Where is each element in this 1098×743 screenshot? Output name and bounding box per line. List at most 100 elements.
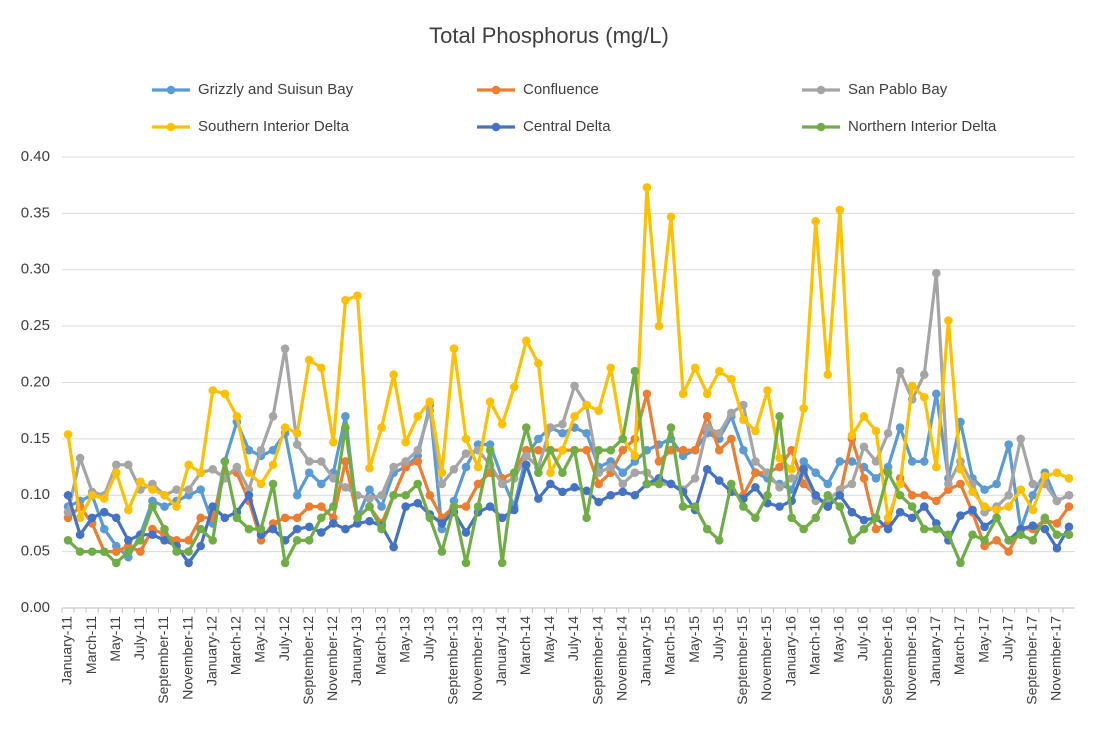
data-point (244, 524, 254, 534)
data-point (558, 428, 567, 438)
data-point (485, 397, 495, 406)
x-tick-label: November-12 (324, 616, 340, 701)
data-point (365, 502, 374, 511)
data-point (968, 487, 977, 497)
data-point (292, 536, 302, 545)
data-point (606, 363, 616, 373)
data-point (799, 465, 808, 474)
data-point (377, 502, 386, 511)
data-point (799, 457, 808, 466)
data-point (87, 490, 97, 500)
data-point (184, 460, 193, 470)
x-tick-label: July-11 (131, 616, 147, 660)
data-point (702, 465, 712, 474)
data-point (473, 502, 483, 511)
x-tick-label: March-15 (662, 616, 678, 675)
data-point (449, 465, 459, 474)
data-point (75, 530, 85, 540)
data-point (425, 490, 435, 500)
data-point (353, 513, 362, 523)
data-point (980, 485, 989, 494)
data-point (220, 457, 230, 466)
data-point (980, 536, 989, 545)
data-point (425, 397, 435, 406)
y-tick-label: 0.30 (21, 261, 50, 278)
data-point (280, 513, 290, 523)
data-point (268, 412, 278, 421)
data-point (594, 479, 603, 489)
data-point (594, 497, 603, 507)
data-point (558, 419, 567, 429)
x-tick-label: March-16 (806, 616, 822, 675)
y-tick-label: 0.25 (21, 317, 50, 334)
data-point (932, 496, 941, 506)
data-point (1028, 521, 1038, 530)
data-point (437, 547, 447, 556)
data-point (534, 359, 543, 368)
data-point (280, 423, 290, 432)
data-point (256, 524, 266, 534)
data-point (727, 479, 736, 489)
data-point (377, 524, 386, 534)
data-point (437, 519, 447, 528)
data-point (859, 474, 869, 483)
data-point (401, 437, 410, 447)
data-point (1028, 505, 1038, 515)
data-point (558, 468, 567, 478)
data-point (630, 490, 640, 500)
data-point (763, 386, 772, 395)
data-point (1064, 522, 1074, 532)
data-point (678, 502, 688, 511)
data-point (799, 404, 808, 413)
data-point (437, 479, 447, 489)
y-tick-label: 0.15 (21, 430, 50, 447)
data-point (99, 507, 109, 517)
data-point (678, 445, 688, 455)
data-point (714, 476, 724, 485)
x-tick-label: November-15 (758, 616, 774, 701)
data-point (570, 445, 579, 455)
y-tick-label: 0.20 (21, 373, 50, 390)
data-point (630, 366, 640, 376)
data-point (654, 457, 664, 466)
plot-area (63, 183, 1074, 568)
data-point (919, 370, 929, 379)
data-point (871, 524, 881, 534)
data-point (582, 400, 591, 410)
data-point (606, 462, 616, 472)
x-tick-label: May-14 (541, 616, 557, 663)
data-point (1052, 468, 1062, 478)
data-point (1004, 440, 1013, 449)
x-tick-label: March-12 (228, 616, 244, 675)
data-point (871, 457, 881, 466)
data-point (751, 483, 760, 492)
data-point (461, 528, 471, 537)
data-point (377, 490, 386, 500)
data-point (341, 423, 350, 432)
data-point (99, 494, 109, 503)
data-point (160, 490, 169, 500)
data-point (63, 536, 73, 545)
data-point (1064, 530, 1074, 540)
data-point (919, 524, 929, 534)
data-point (341, 412, 350, 421)
data-point (196, 468, 205, 478)
data-point (895, 423, 905, 432)
x-tick-label: January-17 (927, 616, 943, 686)
legend-marker (491, 85, 501, 95)
data-point (389, 542, 398, 552)
data-point (654, 479, 664, 489)
data-point (413, 412, 423, 421)
data-point (232, 462, 242, 472)
data-point (87, 513, 97, 523)
data-point (907, 490, 917, 500)
data-point (980, 502, 989, 511)
x-tick-label: November-17 (1048, 616, 1064, 701)
data-point (1052, 543, 1062, 553)
data-point (413, 479, 423, 489)
data-point (751, 468, 760, 478)
data-point (208, 386, 218, 395)
data-point (365, 494, 374, 503)
data-point (1052, 519, 1062, 528)
data-point (871, 474, 881, 483)
